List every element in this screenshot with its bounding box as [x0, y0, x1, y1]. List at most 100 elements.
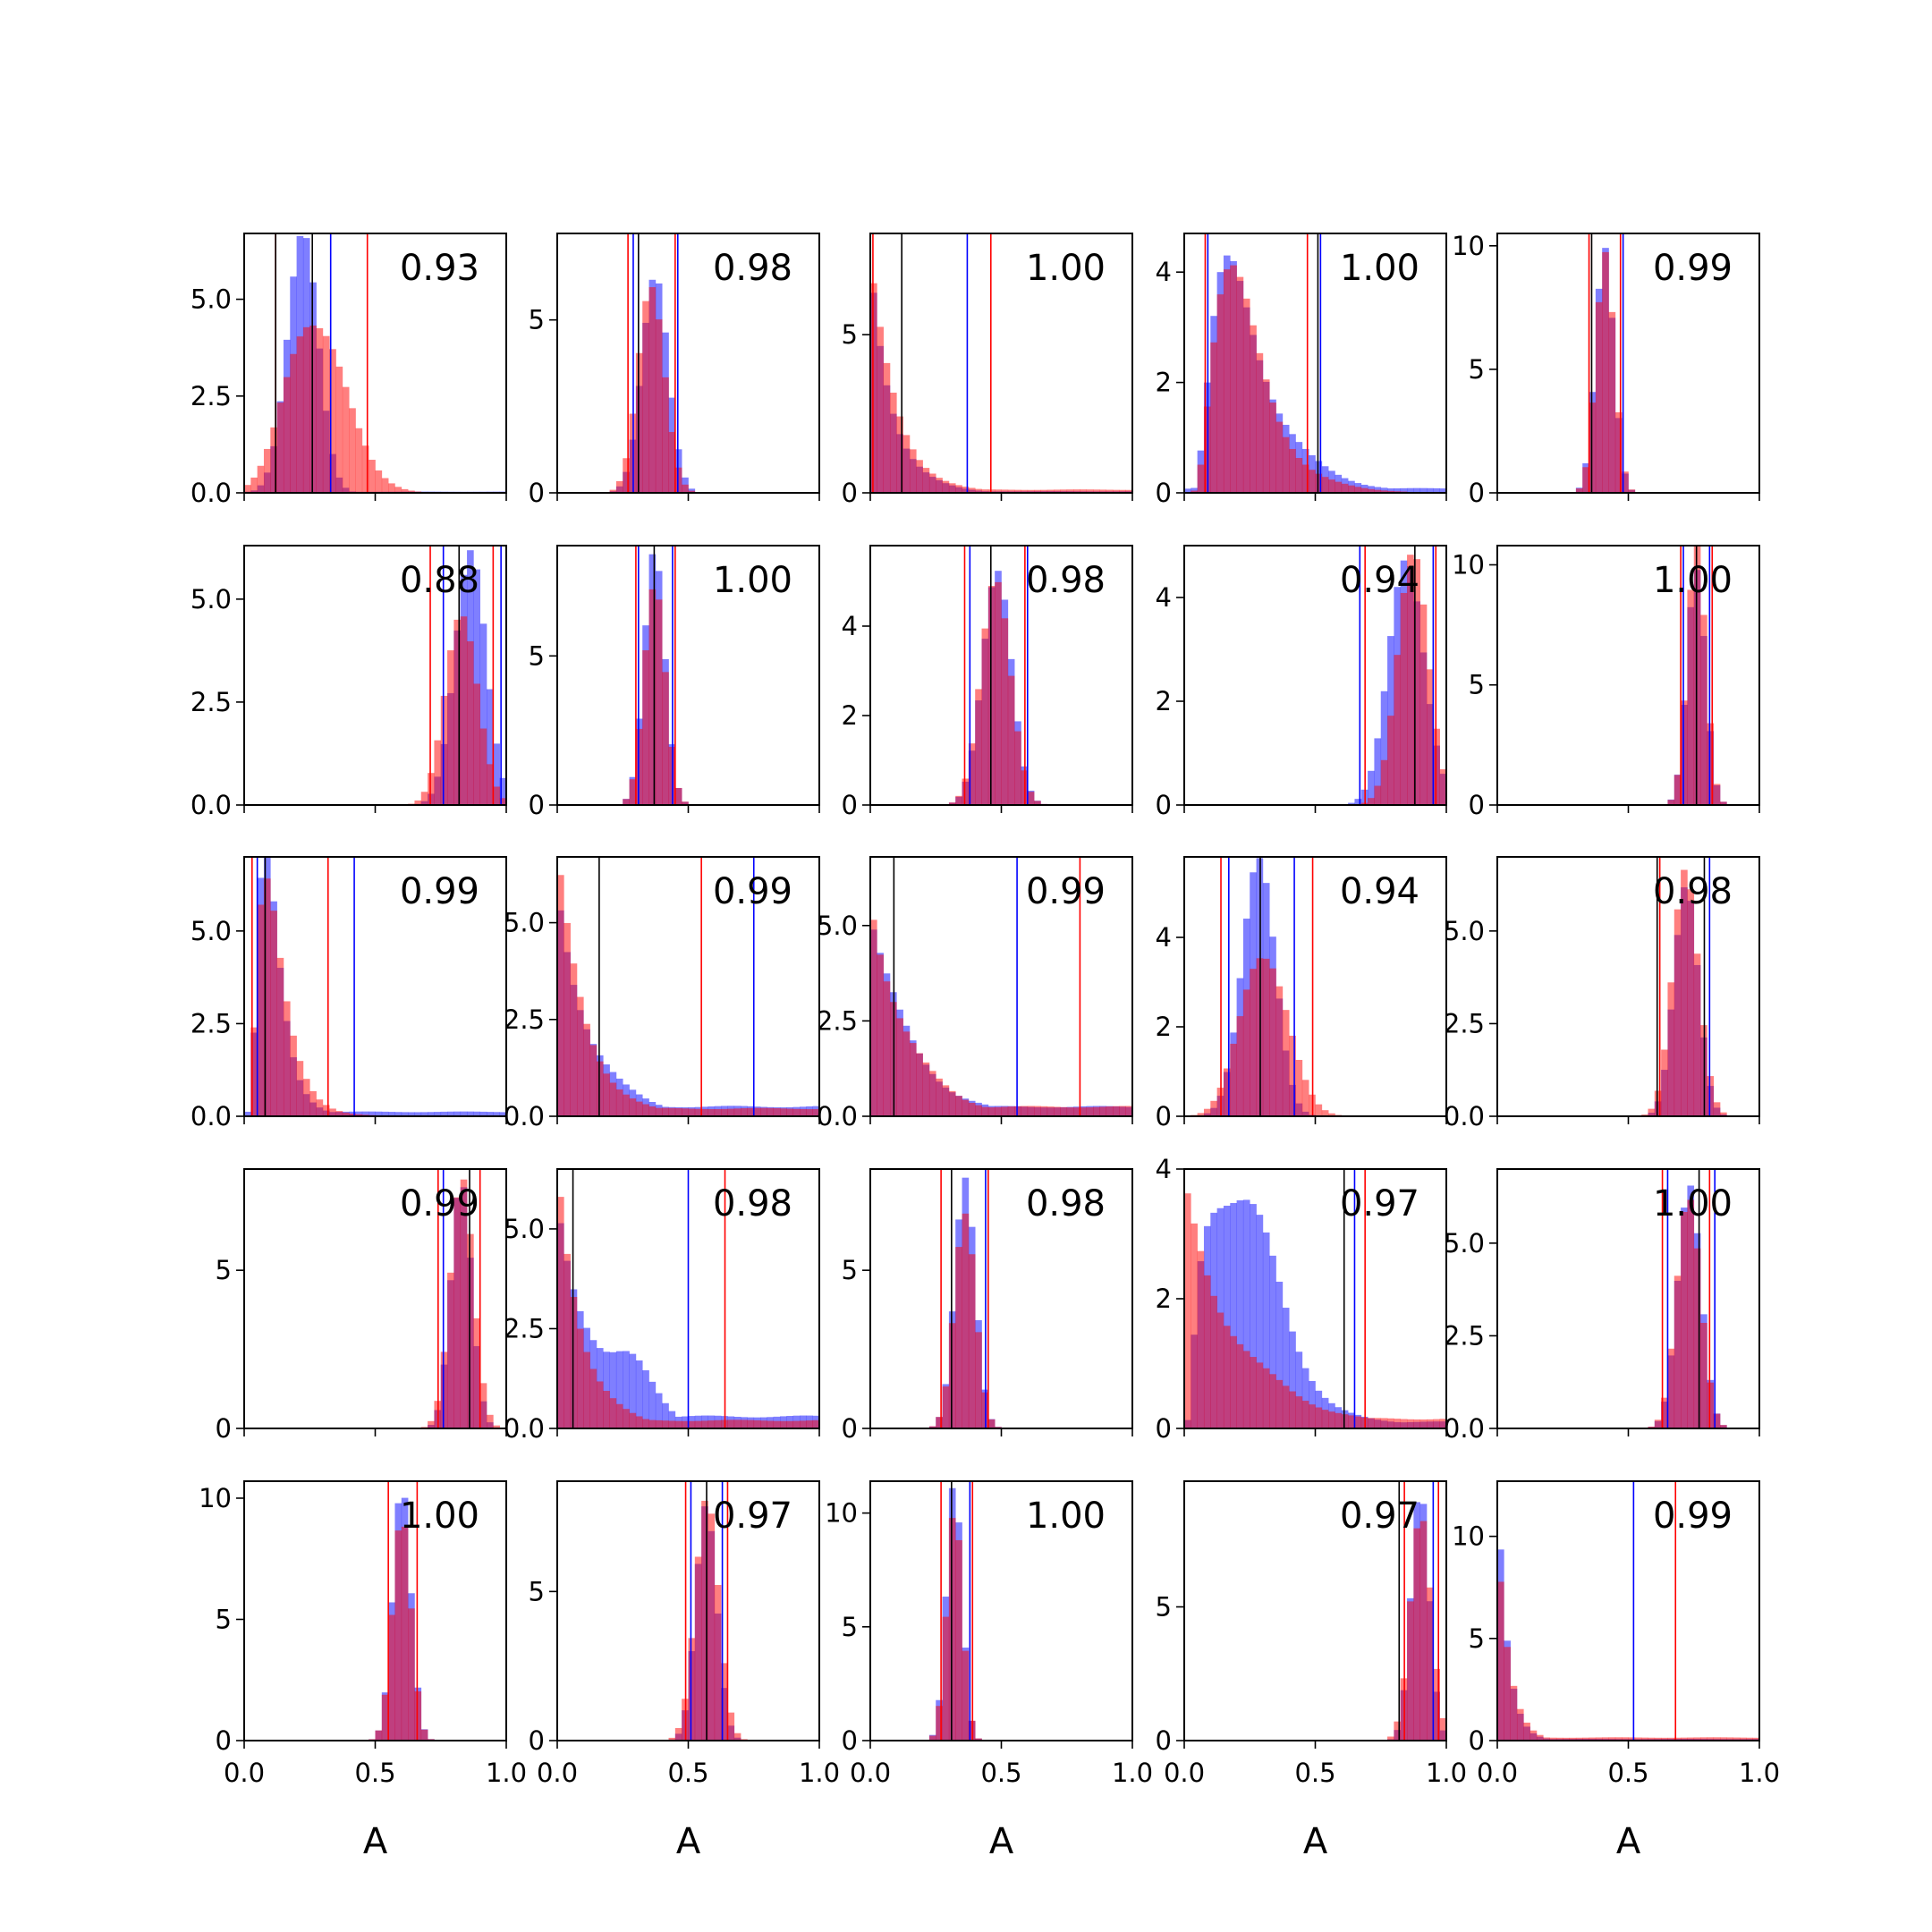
panel-r1-c2: 050.98 — [529, 233, 820, 508]
y-tick-label: 0 — [842, 478, 858, 508]
red-histogram-bar — [1007, 675, 1015, 805]
red-histogram-bar — [975, 689, 982, 805]
plot-area — [668, 1481, 748, 1741]
x-tick-label: 0.5 — [980, 1758, 1021, 1788]
red-histogram-bar — [1439, 1419, 1446, 1428]
y-tick-label: 0.0 — [1444, 1101, 1485, 1131]
y-tick-label: 10 — [1452, 231, 1485, 261]
panel-score-label: 0.88 — [400, 560, 479, 601]
red-histogram-bar — [1230, 1335, 1237, 1428]
red-histogram-bar — [773, 1420, 781, 1428]
red-histogram-bar — [896, 416, 903, 493]
x-tick-label: 0.5 — [1294, 1758, 1335, 1788]
red-histogram-bar — [349, 1113, 356, 1116]
red-histogram-bar — [714, 1108, 722, 1116]
red-histogram-bar — [1720, 1112, 1727, 1116]
red-histogram-bar — [1230, 265, 1237, 493]
red-histogram-bar — [1589, 1737, 1597, 1741]
red-histogram-bar — [962, 1213, 970, 1428]
red-histogram-bar — [786, 1108, 794, 1116]
red-histogram-bar — [889, 392, 897, 493]
red-histogram-bar — [1269, 402, 1276, 493]
red-histogram-bar — [902, 435, 911, 493]
red-histogram-bar — [1230, 1043, 1237, 1116]
y-tick-label: 5 — [1156, 1592, 1172, 1623]
red-histogram — [1575, 251, 1636, 493]
red-histogram — [1648, 1199, 1727, 1428]
red-histogram-bar — [1014, 1106, 1021, 1116]
y-tick-label: 5 — [1469, 354, 1485, 385]
red-histogram-bar — [635, 352, 643, 493]
panel-r5-c1: 0 5 10 0.0 0.5 1.0 1.00 — [199, 1480, 527, 1788]
panel-score-label: 0.99 — [400, 871, 479, 912]
blue-histogram-bar — [1400, 487, 1408, 493]
red-histogram-bar — [1210, 1100, 1217, 1116]
red-histogram-bar — [727, 1419, 735, 1428]
red-histogram-bar — [1674, 1275, 1682, 1428]
blue-histogram-bar — [1368, 770, 1375, 805]
red-histogram-bar — [1040, 1106, 1048, 1116]
red-histogram-bar — [467, 1233, 474, 1428]
y-tick-label: 2.5 — [1444, 1320, 1485, 1351]
blue-histogram-bar — [381, 1111, 389, 1116]
red-histogram-bar — [329, 349, 336, 493]
red-histogram-bar — [760, 1420, 767, 1428]
red-histogram-bar — [1223, 1068, 1231, 1116]
blue-histogram-bar — [473, 1111, 481, 1116]
plot-area — [1184, 1169, 1446, 1428]
red-histogram-bar — [1341, 483, 1349, 493]
red-histogram-bar — [1014, 489, 1021, 493]
blue-histogram-bar — [1374, 738, 1382, 805]
red-histogram-bar — [493, 1425, 500, 1428]
plot-area — [1184, 233, 1446, 493]
red-histogram — [1360, 555, 1446, 805]
red-histogram-bar — [1368, 798, 1375, 805]
red-histogram-bar — [309, 1090, 317, 1116]
panel-score-label: 0.97 — [1340, 1183, 1419, 1224]
red-histogram-bar — [460, 1179, 468, 1428]
x-tick-label: 0.0 — [1164, 1758, 1205, 1788]
y-tick-label: 5 — [216, 1255, 232, 1285]
red-histogram-bar — [1628, 1737, 1636, 1741]
plot-area — [557, 857, 819, 1116]
panel-r4-c5: 0.0 2.5 5.0 1.00 — [1444, 1168, 1760, 1444]
plot-area — [948, 546, 1048, 805]
red-histogram-bar — [1681, 1211, 1688, 1428]
blue-histogram-bar — [1439, 488, 1446, 493]
red-histogram-bar — [1569, 1737, 1577, 1741]
red-histogram-bar — [263, 448, 271, 493]
blue-histogram-bar — [1230, 1202, 1237, 1428]
red-histogram-bar — [1582, 467, 1589, 493]
x-tick-label: 1.0 — [1426, 1758, 1467, 1788]
red-histogram-bar — [487, 764, 494, 805]
red-histogram-bar — [1289, 448, 1296, 493]
plot-area — [870, 857, 1132, 1116]
blue-histogram-bar — [1282, 1308, 1290, 1428]
y-tick-label: 5.0 — [191, 584, 232, 614]
red-histogram-bar — [674, 787, 682, 805]
red-histogram-bar — [1341, 1414, 1349, 1428]
blue-histogram-bar — [487, 1112, 494, 1116]
blue-histogram-bar — [487, 689, 494, 805]
red-histogram-bar — [1203, 1275, 1211, 1428]
red-histogram-bar — [1099, 1106, 1107, 1116]
blue-histogram-bar — [1184, 488, 1191, 493]
blue-histogram-bar — [615, 1351, 623, 1428]
y-tick-label: 2.5 — [191, 381, 232, 411]
blue-histogram-bar — [1250, 1204, 1257, 1428]
blue-histogram-bar — [1427, 487, 1434, 493]
red-histogram-bar — [1387, 716, 1394, 805]
red-histogram-bar — [1687, 589, 1695, 805]
red-histogram-bar — [662, 377, 669, 493]
red-histogram-bar — [642, 1104, 649, 1116]
blue-histogram-bar — [369, 1111, 376, 1116]
red-histogram-bar — [1433, 1668, 1440, 1741]
red-histogram-bar — [948, 1518, 956, 1741]
red-histogram-bar — [1575, 1737, 1583, 1741]
red-histogram-bar — [674, 1728, 682, 1741]
blue-histogram-bar — [642, 1370, 649, 1428]
red-histogram-bar — [1315, 1407, 1323, 1428]
red-histogram-bar — [322, 1105, 330, 1116]
